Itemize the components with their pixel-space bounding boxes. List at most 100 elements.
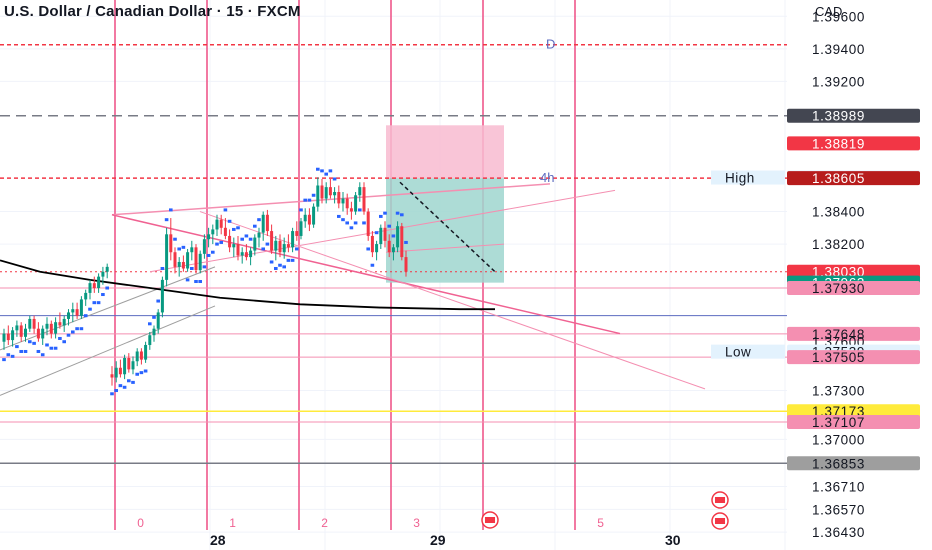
sar-dot [211,250,215,254]
candle-body [118,367,122,375]
sar-dot [341,218,345,222]
sar-dot [66,333,71,337]
session-number: 1 [229,516,236,530]
candle-body [274,240,278,251]
candle-body [366,211,370,236]
trendline [0,305,216,396]
candle-body [261,214,265,233]
candle-body [11,330,15,341]
candle-body [79,299,83,316]
candle-body [123,357,127,375]
candle-body [139,351,143,360]
sar-dot [143,369,148,373]
price-tick: 1.39200 [812,74,865,89]
sar-dot [307,198,312,202]
event-icons [481,491,729,530]
price-tick: 1.39600 [812,9,865,24]
price-tag-text: 1.38605 [812,171,865,186]
sar-dot [152,315,156,319]
sar-dot [269,260,274,264]
sar-dot [282,265,286,269]
price-tag-text: 1.38989 [812,109,865,124]
moving-average [0,259,495,311]
session-number: 2 [321,516,328,530]
candle-body [320,185,324,199]
sar-dot [118,384,123,388]
sar-dot [206,253,211,257]
session-number: 3 [413,516,420,530]
sar-dot [324,172,328,176]
trendline [111,214,621,335]
candle-body [49,323,53,334]
sar-dot [345,221,349,225]
sar-dot [40,353,45,357]
sar-dot [358,208,362,212]
sar-dot [83,314,88,318]
candle-body [345,198,349,209]
candle-body [2,333,6,342]
candles [2,177,408,386]
candle-body [337,192,341,204]
candle-body [6,333,10,341]
sar-dot [177,247,181,251]
candle-body [223,227,227,236]
candle-body [265,214,269,232]
sar-dot [198,280,202,284]
sar-dot [194,280,198,284]
candle-body [160,279,164,313]
price-axis[interactable]: 1.39600 1.39400 1.39200 1.38400 1.38200 1.373… [812,9,865,540]
candle-body [228,235,232,248]
price-tick: 1.36430 [812,525,865,540]
candle-body [333,192,337,196]
price-tag [787,326,920,341]
sar-dot [6,353,11,357]
price-tag [787,136,920,151]
sar-dot [110,392,114,396]
sar-dot [32,341,36,345]
candle-body [97,276,101,289]
sar-dot [156,299,160,303]
level-labels: D 4h [540,37,555,185]
candle-body [127,357,131,370]
candle-body [328,187,332,196]
hl-label: Low [725,345,751,360]
sar-dot [248,237,253,241]
price-tag-text: 1.38819 [812,136,865,151]
price-tick: 1.38200 [812,237,865,252]
sar-dot [127,379,131,383]
sar-dot [286,258,291,262]
candle-body [240,252,244,256]
candle-body [358,187,362,196]
candle-body [169,234,173,253]
candle-body [84,292,88,300]
candle-body [244,252,248,258]
price-tick: 1.37000 [812,432,865,447]
candle-body [391,247,395,253]
date-label: 30 [665,532,681,548]
candle-body [236,244,240,256]
sar-dot [88,307,92,311]
sar-dot [316,167,320,171]
sar-dot [75,327,79,331]
horizontal-levels [0,43,787,465]
price-tag-text: 1.37930 [812,281,865,296]
sar-dot [181,245,186,249]
sar-dot [139,371,144,375]
sar-dot [135,372,139,376]
currency-label: CAD [815,4,843,19]
candle-body [286,244,290,248]
sar-dot [101,293,105,297]
sar-dot [10,354,15,358]
candle-body [215,219,219,230]
candle-body [383,227,387,241]
candle-body [404,257,408,272]
sar-dot [404,240,408,244]
sar-dot [122,385,127,389]
sar-dot [2,358,6,362]
position-zones [386,125,504,283]
time-axis[interactable]: 28 29 30 0 1 2 3 5 [137,516,681,548]
candle-body [362,187,366,212]
sar-dot [236,226,240,230]
candle-body [177,261,181,267]
